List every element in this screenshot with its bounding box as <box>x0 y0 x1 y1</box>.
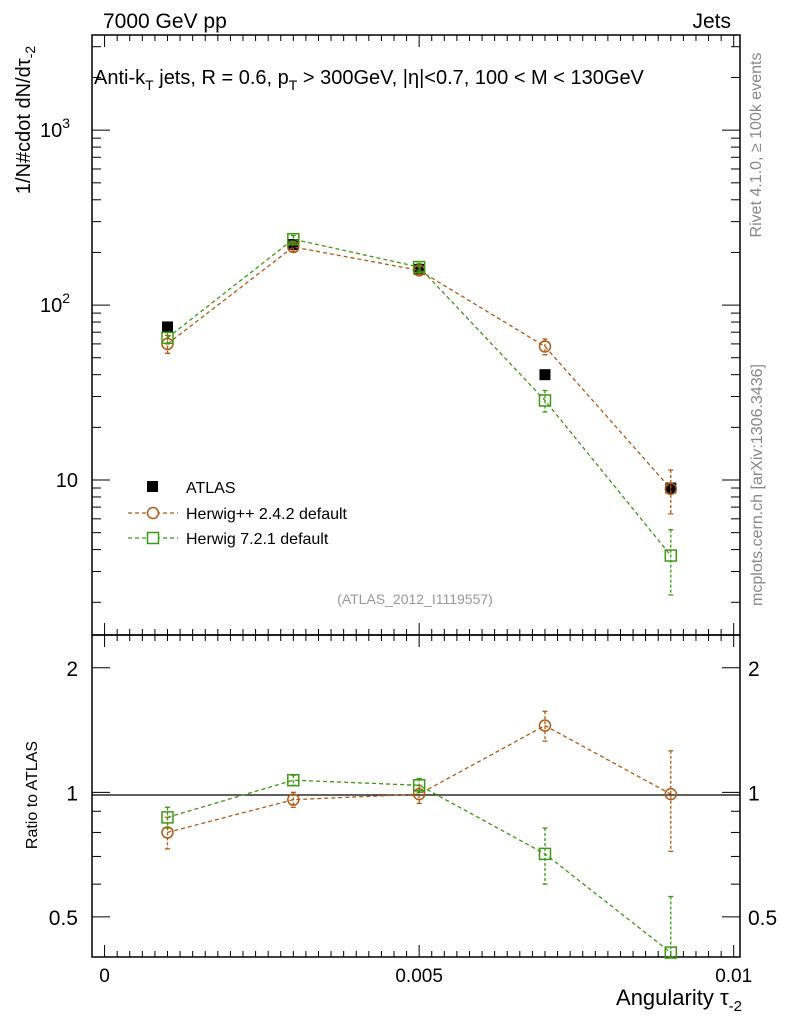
ratio-herwigpp-point <box>287 793 300 806</box>
legend-herwigpp-marker <box>146 506 160 520</box>
mcplots-label: mcplots.cern.ch [arXiv:1306.3436] <box>749 364 766 606</box>
main-y-tick-label: 10 <box>56 470 78 492</box>
x-tick-label: 0.01 <box>715 966 752 987</box>
main-y-tick-label: 103 <box>40 115 70 142</box>
ratio-herwig7-point <box>538 847 552 861</box>
main-title: Anti-kT jets, R = 0.6, pT > 300GeV, |η|<… <box>94 67 645 93</box>
main-atlas-point <box>161 321 173 333</box>
legend-herwig7-label: Herwig 7.2.1 default <box>186 531 329 548</box>
ratio-ylabel: Ratio to ATLAS <box>24 741 41 849</box>
ratio-y-tick-label: 1 <box>66 782 78 805</box>
ratio-y-tick-label: 2 <box>66 658 78 681</box>
legend-atlas-label: ATLAS <box>186 480 236 497</box>
ratio-herwig7-point <box>287 773 300 787</box>
ratio-y-tick-label-right: 2 <box>748 658 760 681</box>
main-herwig7-point <box>538 394 552 407</box>
legend-herwigpp-label: Herwig++ 2.4.2 default <box>186 506 348 523</box>
rivet-label: Rivet 4.1.0, ≥ 100k events <box>748 53 765 238</box>
main-data-marks <box>161 232 678 596</box>
main-herwig7-point <box>664 549 678 562</box>
header-right: Jets <box>692 10 731 33</box>
main-atlas-point <box>539 369 551 381</box>
ratio-herwigpp-point <box>538 719 552 732</box>
ratio-data-marks <box>161 710 678 959</box>
main-herwig7-point <box>287 232 300 246</box>
main-y-tick-label: 102 <box>40 290 70 317</box>
x-tick-label: 0.005 <box>395 966 443 987</box>
main-herwigpp-point <box>664 482 678 496</box>
header-left: 7000 GeV pp <box>103 10 227 33</box>
ratio-herwig7-point <box>161 811 174 824</box>
main-ylabel: 1/N#cdot dN/dτ-2 <box>13 46 38 194</box>
main-herwigpp-point <box>538 340 552 353</box>
ratio-herwigpp-line <box>167 724 672 834</box>
main-herwig7-point <box>161 331 174 345</box>
ratio-herwigpp-point <box>664 787 678 801</box>
ratio-panel-frame <box>91 634 741 958</box>
legend: ATLAS Herwig++ 2.4.2 default Herwig 7.2.… <box>128 480 348 548</box>
legend-atlas-marker <box>147 481 158 492</box>
x-axis-label: Angularity τ-2 <box>616 985 742 1015</box>
main-herwig7-point <box>412 260 426 274</box>
analysis-id: (ATLAS_2012_I1119557) <box>337 591 493 607</box>
main-herwigpp-line <box>167 246 672 490</box>
ratio-y-tick-label-right: 1 <box>748 782 760 805</box>
ratio-y-tick-label-right: 0.5 <box>748 907 777 930</box>
ratio-herwig7-point <box>412 779 426 792</box>
ratio-herwig7-point <box>664 946 678 959</box>
ratio-axes: 0 0.005 0.01 0.5 0.5 1 1 2 2 <box>49 635 777 987</box>
main-axes: 10 102 103 <box>40 35 740 635</box>
ratio-y-tick-label: 0.5 <box>49 907 78 930</box>
x-tick-label: 0 <box>99 966 110 987</box>
ratio-herwigpp-point <box>161 826 174 839</box>
ratio-herwig7-line <box>167 779 672 954</box>
legend-herwig7-marker <box>146 531 160 545</box>
main-herwig7-line <box>167 238 672 556</box>
